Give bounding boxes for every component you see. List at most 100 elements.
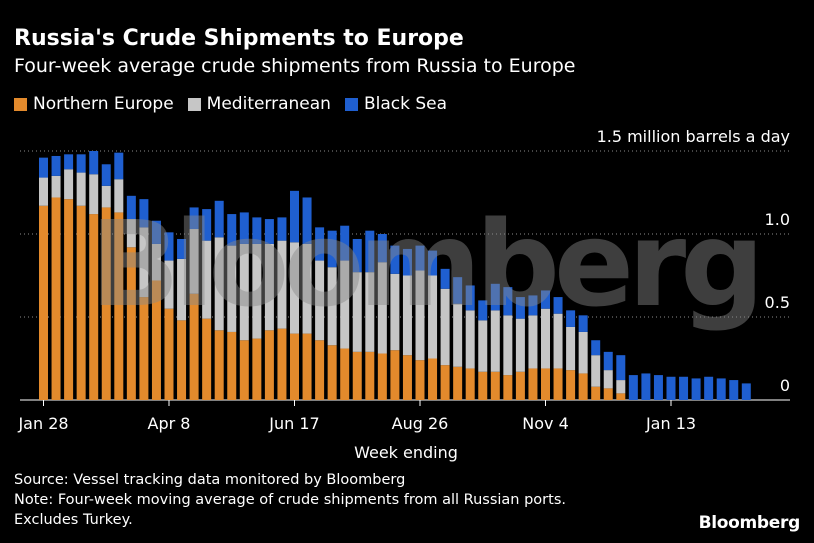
x-tick-label: Nov 4 <box>522 414 569 433</box>
bar-mediterranean <box>126 219 136 248</box>
bar-mediterranean <box>164 260 174 309</box>
method-note: Note: Four-week moving average of crude … <box>14 492 566 508</box>
bar-black-sea <box>666 376 676 400</box>
bar-northern-europe <box>227 331 237 400</box>
bar-black-sea <box>177 238 187 259</box>
bar-northern-europe <box>478 371 488 400</box>
bar-black-sea <box>252 217 262 244</box>
bar-mediterranean <box>528 315 538 369</box>
bar-mediterranean <box>139 227 149 298</box>
y-tick-label: 1.5 million barrels a day <box>597 127 790 146</box>
legend-label-mediterranean: Mediterranean <box>206 94 331 114</box>
bar-black-sea <box>139 199 149 228</box>
x-tick-label: Aug 26 <box>392 414 449 433</box>
bar-mediterranean <box>151 243 161 281</box>
bar-black-sea <box>39 157 48 178</box>
bar-black-sea <box>691 378 701 400</box>
bar-mediterranean <box>566 326 576 371</box>
bar-northern-europe <box>151 280 161 400</box>
bar-black-sea <box>402 248 412 276</box>
bar-black-sea <box>503 287 513 316</box>
legend-item-northern-europe: Northern Europe <box>14 94 174 114</box>
legend-swatch-northern-europe <box>14 97 27 111</box>
bar-black-sea <box>415 245 425 271</box>
bar-northern-europe <box>616 393 626 400</box>
bar-black-sea <box>264 219 274 244</box>
bar-northern-europe <box>428 358 438 400</box>
bar-black-sea <box>202 209 212 241</box>
bar-black-sea <box>315 227 325 261</box>
bar-mediterranean <box>252 243 262 339</box>
bar-black-sea <box>603 351 613 371</box>
bar-black-sea <box>641 373 651 400</box>
bar-northern-europe <box>177 320 187 400</box>
bar-black-sea <box>377 234 387 263</box>
bar-northern-europe <box>51 197 61 400</box>
bar-black-sea <box>164 232 174 261</box>
bar-mediterranean <box>114 179 124 213</box>
bar-mediterranean <box>453 303 463 367</box>
bar-northern-europe <box>415 360 425 400</box>
bar-black-sea <box>327 230 337 268</box>
bar-mediterranean <box>214 237 224 331</box>
bar-black-sea <box>541 290 550 309</box>
bar-black-sea <box>465 285 475 311</box>
bar-mediterranean <box>227 245 237 332</box>
bar-mediterranean <box>76 172 86 206</box>
bar-northern-europe <box>591 386 601 400</box>
bar-northern-europe <box>503 375 513 400</box>
bar-mediterranean <box>189 229 199 294</box>
bar-black-sea <box>390 245 400 274</box>
bar-black-sea <box>89 151 99 175</box>
bar-northern-europe <box>541 368 550 400</box>
bar-black-sea <box>428 250 438 276</box>
bar-black-sea <box>704 376 714 400</box>
legend-item-black-sea: Black Sea <box>344 94 447 114</box>
bar-black-sea <box>277 217 287 241</box>
bar-northern-europe <box>202 318 212 400</box>
legend-swatch-mediterranean <box>187 97 201 111</box>
bar-mediterranean <box>541 308 550 369</box>
y-tick-label: 0 <box>780 376 790 395</box>
bar-black-sea <box>490 283 500 311</box>
bar-black-sea <box>553 297 563 314</box>
bar-black-sea <box>741 383 751 400</box>
bar-northern-europe <box>390 350 400 400</box>
bar-northern-europe <box>440 365 450 400</box>
bar-northern-europe <box>264 330 274 400</box>
bar-mediterranean <box>365 272 375 352</box>
bar-mediterranean <box>89 174 99 215</box>
bar-black-sea <box>365 230 375 273</box>
bar-mediterranean <box>352 272 362 352</box>
bar-black-sea <box>227 214 237 246</box>
bar-black-sea <box>76 154 86 173</box>
bar-northern-europe <box>39 205 48 400</box>
x-tick-label: Jan 28 <box>17 414 68 433</box>
bloomberg-logo: Bloomberg <box>698 513 801 533</box>
bar-mediterranean <box>51 175 61 198</box>
bar-black-sea <box>453 277 463 304</box>
bar-black-sea <box>214 200 224 238</box>
exclusion-note: Excludes Turkey. <box>14 512 133 528</box>
bar-mediterranean <box>603 370 613 389</box>
bar-mediterranean <box>302 243 312 334</box>
bar-mediterranean <box>553 313 563 369</box>
y-tick-label: 0.5 <box>765 293 790 312</box>
bar-northern-europe <box>553 368 563 400</box>
bar-black-sea <box>101 164 111 186</box>
bar-black-sea <box>64 154 74 170</box>
bar-northern-europe <box>603 388 613 400</box>
bar-black-sea <box>729 380 739 400</box>
bar-northern-europe <box>239 340 249 400</box>
bar-mediterranean <box>177 258 187 321</box>
bar-mediterranean <box>239 243 249 341</box>
bar-mediterranean <box>390 273 400 351</box>
chart-title: Russia's Crude Shipments to Europe <box>14 26 464 51</box>
bar-northern-europe <box>277 328 287 400</box>
bar-black-sea <box>578 315 588 332</box>
bar-mediterranean <box>264 243 274 331</box>
bar-black-sea <box>440 268 450 289</box>
bar-mediterranean <box>578 331 588 374</box>
bar-northern-europe <box>327 345 337 400</box>
